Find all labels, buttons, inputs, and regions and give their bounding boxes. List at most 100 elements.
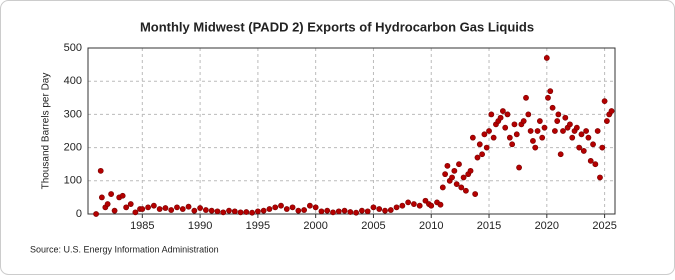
point [460,174,467,181]
point [499,108,506,114]
point [382,207,388,214]
point [587,157,594,164]
point [560,128,566,134]
point [545,94,551,101]
y-tick-label: 500 [64,42,82,54]
point [476,141,483,148]
point [364,208,371,215]
point [472,191,479,197]
point [458,184,465,191]
point [306,202,313,209]
point [439,184,446,191]
point [197,205,204,211]
point [104,201,111,207]
point [534,128,541,134]
point [527,128,534,134]
point [119,192,126,199]
point [467,167,474,174]
point [405,199,412,206]
point [502,124,509,131]
point [543,55,550,61]
x-tick-label: 2000 [303,220,327,232]
point [442,171,449,178]
source: Source: U.S. Energy Information Administ… [30,244,219,254]
point [324,207,331,214]
point [399,202,406,209]
point [237,209,244,216]
point [516,164,522,171]
point [541,124,548,131]
point [597,174,603,181]
point [583,128,590,134]
point [504,111,511,118]
point [547,88,554,95]
point [132,209,139,216]
point [497,114,504,121]
point [428,202,435,209]
point [554,118,561,124]
x-tick-label: 1990 [188,220,212,232]
point [437,201,444,208]
point [592,161,599,168]
point [283,206,290,212]
point [249,209,256,216]
point [156,206,163,212]
point [376,206,383,212]
point [585,134,592,141]
point [98,194,105,201]
point [254,208,261,215]
point [594,128,601,134]
point [509,141,516,148]
point [481,131,488,138]
point [483,144,490,151]
point [604,118,610,124]
point [353,209,360,216]
y-tick-label: 400 [64,75,82,87]
point [520,118,527,124]
point [456,161,462,168]
x-tick-label: 2010 [419,220,443,232]
point [555,111,562,118]
point [463,187,469,194]
point [453,181,460,188]
point [174,204,180,211]
point [278,202,284,209]
point [318,208,325,215]
point [601,98,608,105]
point [451,167,458,174]
point [444,162,451,169]
point [202,207,209,213]
point [590,141,596,148]
point [127,201,134,207]
point [145,204,151,211]
point [312,204,319,211]
point [123,204,130,211]
y-axis-label: Thousand Barrels per Day [41,73,52,190]
point [539,134,546,141]
x-tick-label: 1995 [246,220,270,232]
point [479,151,485,158]
x-tick-label: 2015 [477,220,501,232]
point [552,128,558,134]
point [108,191,115,197]
point [532,144,539,151]
point [370,204,377,211]
y-tick-label: 200 [64,142,82,154]
point [185,203,192,210]
x-tick-label: 2025 [592,220,616,232]
point [139,206,146,212]
point [490,134,497,141]
point [608,108,615,114]
point [567,121,573,128]
point [449,174,455,181]
point [162,205,169,211]
point [208,207,215,214]
point [359,207,365,214]
point [562,114,569,121]
point [523,94,529,101]
point [347,209,354,215]
point [93,211,99,217]
point [536,118,543,124]
point [557,151,564,158]
